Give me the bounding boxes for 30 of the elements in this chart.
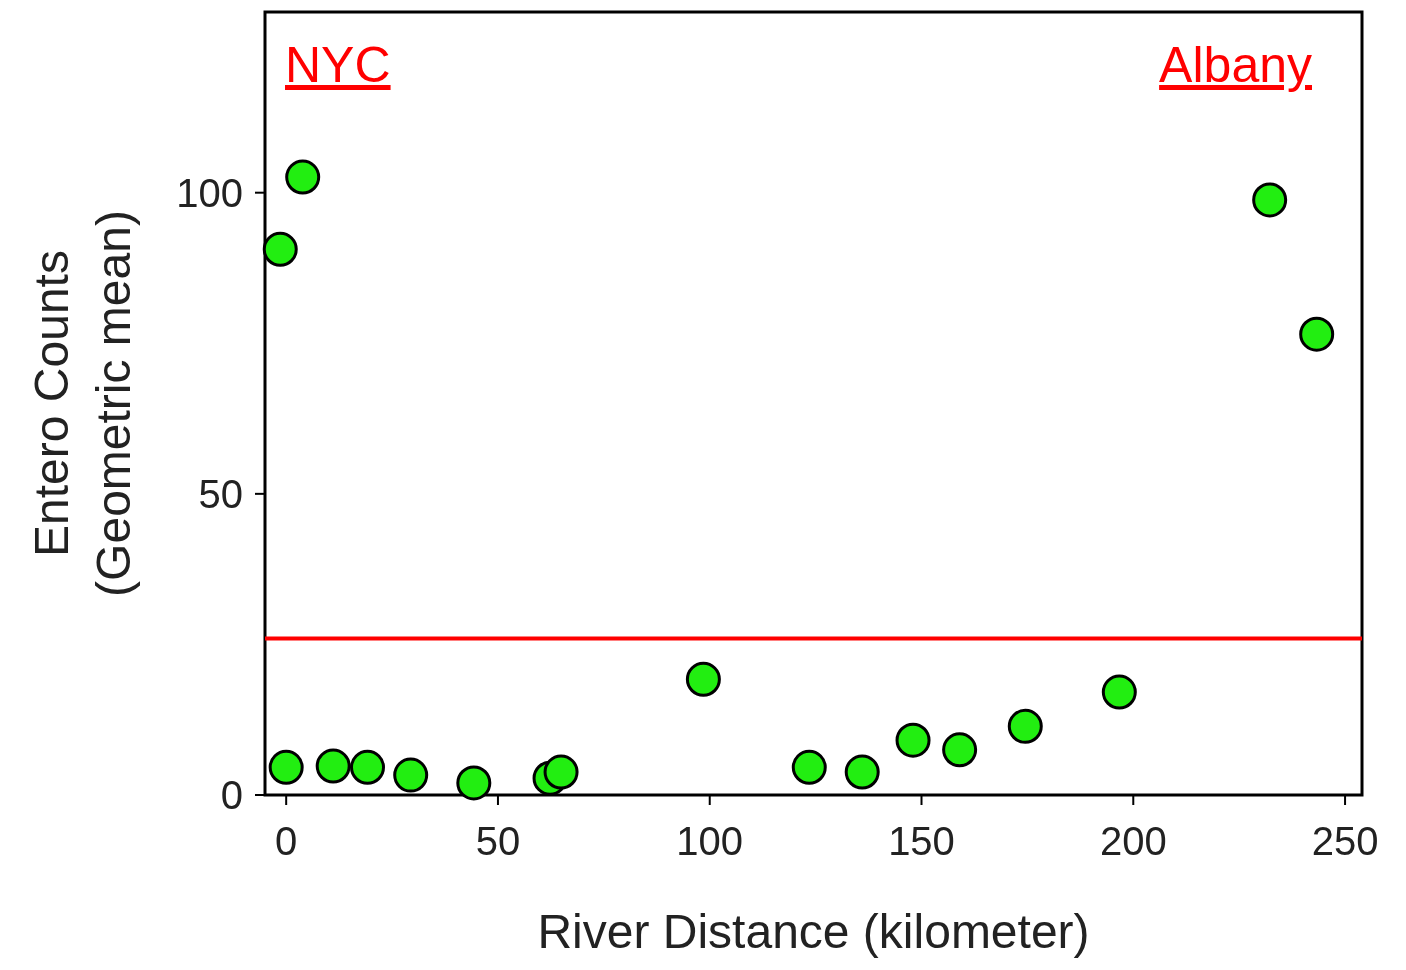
- point: [844, 754, 880, 790]
- point: [791, 749, 827, 785]
- annotation: NYC: [285, 37, 391, 93]
- point: [262, 231, 298, 267]
- point: [1252, 182, 1288, 218]
- x-tick-label: 100: [676, 819, 744, 863]
- point: [1299, 316, 1335, 352]
- x-tick-label: 50: [475, 819, 521, 863]
- point: [1101, 674, 1137, 710]
- point: [543, 754, 579, 790]
- y-tick-label: 0: [220, 773, 243, 817]
- y-axis-title: Entero Counts (Geometric mean): [25, 210, 140, 597]
- point: [685, 661, 721, 697]
- x-tick-label: 0: [275, 819, 298, 863]
- point: [268, 749, 304, 785]
- point: [942, 732, 978, 768]
- point: [350, 749, 385, 785]
- point: [895, 722, 931, 758]
- point: [393, 757, 429, 793]
- y-tick-label: 100: [176, 170, 243, 215]
- point: [315, 748, 351, 784]
- x-tick-label: 200: [1099, 819, 1167, 863]
- point: [1007, 708, 1043, 744]
- y-tick-label: 50: [198, 471, 243, 516]
- point: [456, 765, 492, 801]
- point: [285, 159, 321, 195]
- x-axis-title: River Distance (kilometer): [537, 905, 1090, 958]
- x-tick-label: 250: [1311, 819, 1379, 863]
- annotation: Albany: [1159, 37, 1312, 93]
- x-tick-label: 150: [888, 819, 955, 863]
